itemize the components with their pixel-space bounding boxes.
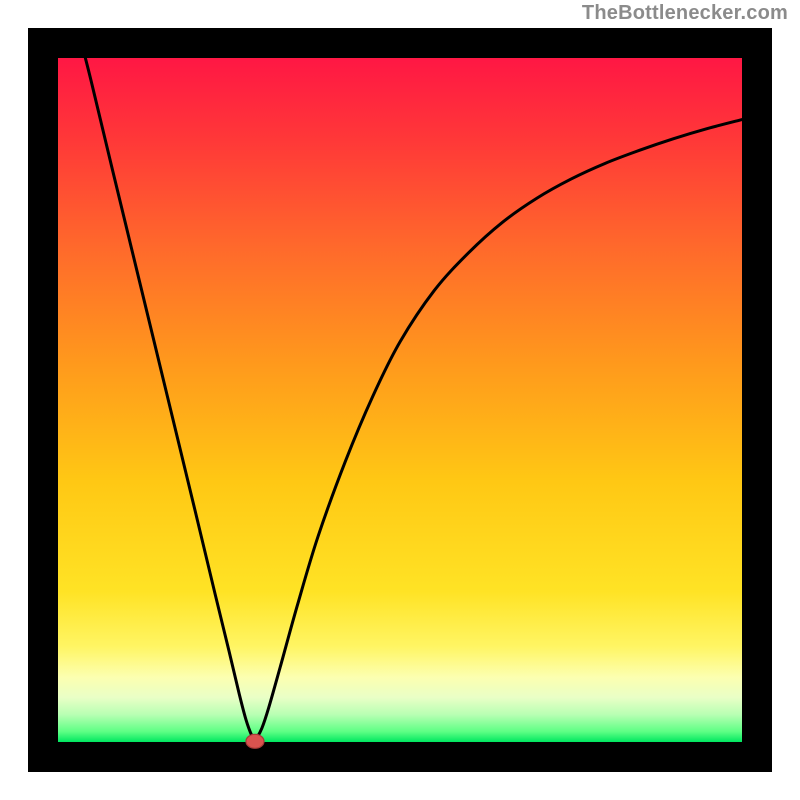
gradient-background bbox=[58, 58, 742, 742]
watermark-text: TheBottlenecker.com bbox=[582, 2, 788, 25]
chart-svg bbox=[0, 0, 800, 800]
bottleneck-marker bbox=[246, 734, 264, 748]
